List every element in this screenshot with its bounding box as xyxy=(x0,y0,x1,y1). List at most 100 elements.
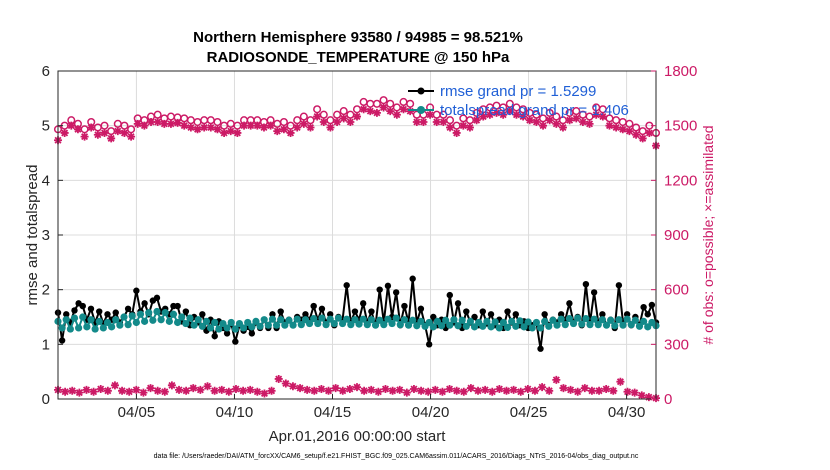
rmse-point xyxy=(112,309,119,316)
assimilated-obs-point xyxy=(226,127,235,136)
totalspread-point xyxy=(392,314,400,322)
rmse-point xyxy=(582,281,590,288)
totalspread-point xyxy=(70,314,79,322)
assimilated-obs-low-point xyxy=(431,385,440,394)
x-axis-label: Apr.01,2016 00:00:00 start xyxy=(269,428,447,445)
totalspread-point xyxy=(466,317,475,325)
assimilated-obs-low-point xyxy=(580,384,589,393)
possible-obs-point xyxy=(107,127,116,136)
x-tick-label: 04/25 xyxy=(510,404,548,421)
possible-obs-point xyxy=(372,99,381,108)
assimilated-obs-point xyxy=(446,123,455,132)
totalspread-point xyxy=(260,316,268,324)
y-axis-right-label: # of obs: o=possible; ×=assimilated xyxy=(700,125,716,344)
totalspread-point xyxy=(359,315,367,323)
legend-totalspread-marker xyxy=(417,106,425,114)
assimilated-obs-point xyxy=(612,123,621,132)
assimilated-obs-low-point xyxy=(609,386,618,395)
assimilated-obs-point xyxy=(113,127,122,136)
assimilated-obs-low-point xyxy=(75,388,84,397)
totalspread-point xyxy=(182,319,190,328)
assimilated-obs-point xyxy=(585,119,594,128)
totalspread-point xyxy=(602,321,611,329)
rmse-point xyxy=(648,301,656,309)
totalspread-point xyxy=(124,321,132,329)
totalspread-point xyxy=(635,322,644,330)
rmse-point xyxy=(96,308,103,315)
assimilated-obs-low-point xyxy=(118,386,127,395)
assimilated-obs-point xyxy=(326,123,335,132)
rmse-point xyxy=(310,302,317,310)
assimilated-obs-point xyxy=(147,118,156,127)
legend-totalspread-label: totalspread grand pr = 1.406 xyxy=(440,102,629,119)
rmse-point xyxy=(277,308,284,315)
totalspread-point xyxy=(640,317,648,325)
totalspread-point xyxy=(437,322,446,330)
assimilated-obs-point xyxy=(372,108,381,117)
totalspread-point xyxy=(528,324,536,332)
possible-obs-point xyxy=(127,125,136,134)
assimilated-obs-point xyxy=(313,112,322,121)
rmse-point xyxy=(153,294,161,302)
assimilated-obs-point xyxy=(73,125,82,134)
totalspread-point xyxy=(404,321,413,329)
totalspread-point xyxy=(557,315,565,323)
totalspread-point xyxy=(487,323,495,331)
rmse-point xyxy=(58,337,66,344)
assimilated-obs-low-point xyxy=(324,386,333,395)
assimilated-obs-point xyxy=(180,121,189,130)
totalspread-point xyxy=(545,322,553,330)
assimilated-obs-low-point xyxy=(281,379,290,388)
totalspread-point xyxy=(285,316,293,324)
rmse-point xyxy=(124,305,132,312)
assimilated-obs-point xyxy=(426,110,435,119)
assimilated-obs-point xyxy=(532,118,541,127)
rmse-point xyxy=(430,313,437,321)
assimilated-obs-point xyxy=(432,118,441,127)
assimilated-obs-point xyxy=(605,121,614,130)
totalspread-point xyxy=(388,319,396,328)
assimilated-obs-point xyxy=(166,119,175,128)
x-axis-ticks: 04/05 04/10 04/15 04/20 04/25 04/30 xyxy=(118,394,645,421)
rmse-point xyxy=(504,308,511,315)
rmse-point xyxy=(487,311,495,318)
rmse-point xyxy=(446,291,453,299)
totalspread-point xyxy=(516,317,524,325)
totalspread-point xyxy=(569,319,578,328)
assimilated-obs-low-point xyxy=(474,386,483,395)
plot-series xyxy=(53,96,661,403)
totalspread-point xyxy=(297,321,305,329)
assimilated-obs-low-point xyxy=(445,384,454,393)
totalspread-point xyxy=(132,318,140,327)
totalspread-point xyxy=(169,310,178,318)
assimilated-obs-low-point xyxy=(210,386,219,395)
assimilated-obs-point xyxy=(406,107,415,116)
possible-obs-point xyxy=(306,116,315,125)
rmse-point xyxy=(302,311,309,318)
totalspread-point xyxy=(211,318,219,327)
assimilated-obs-low-point xyxy=(559,384,568,393)
possible-obs-point xyxy=(352,105,362,114)
legend: rmse grand pr = 1.5299 totalspread grand … xyxy=(408,83,629,119)
assimilated-obs-point xyxy=(565,116,574,125)
totalspread-point xyxy=(454,322,462,330)
rmse-point xyxy=(351,308,359,315)
x-tick-label: 04/20 xyxy=(412,404,450,421)
assimilated-obs-low-point xyxy=(231,384,240,393)
assimilated-obs-point xyxy=(206,123,215,132)
totalspread-point xyxy=(83,323,91,331)
assimilated-obs-point xyxy=(638,134,647,143)
assimilated-obs-point xyxy=(512,110,521,119)
possible-obs-point xyxy=(313,105,322,114)
totalspread-point xyxy=(272,321,281,329)
legend-rmse-label: rmse grand pr = 1.5299 xyxy=(440,83,596,100)
possible-obs-point xyxy=(386,99,395,108)
possible-obs-point xyxy=(359,97,368,107)
assimilated-obs-low-point xyxy=(246,385,255,394)
totalspread-point xyxy=(442,316,450,324)
assimilated-obs-low-point xyxy=(175,385,184,394)
totalspread-point xyxy=(293,315,301,323)
assimilated-obs-point xyxy=(286,128,295,137)
assimilated-obs-low-point xyxy=(317,384,326,393)
